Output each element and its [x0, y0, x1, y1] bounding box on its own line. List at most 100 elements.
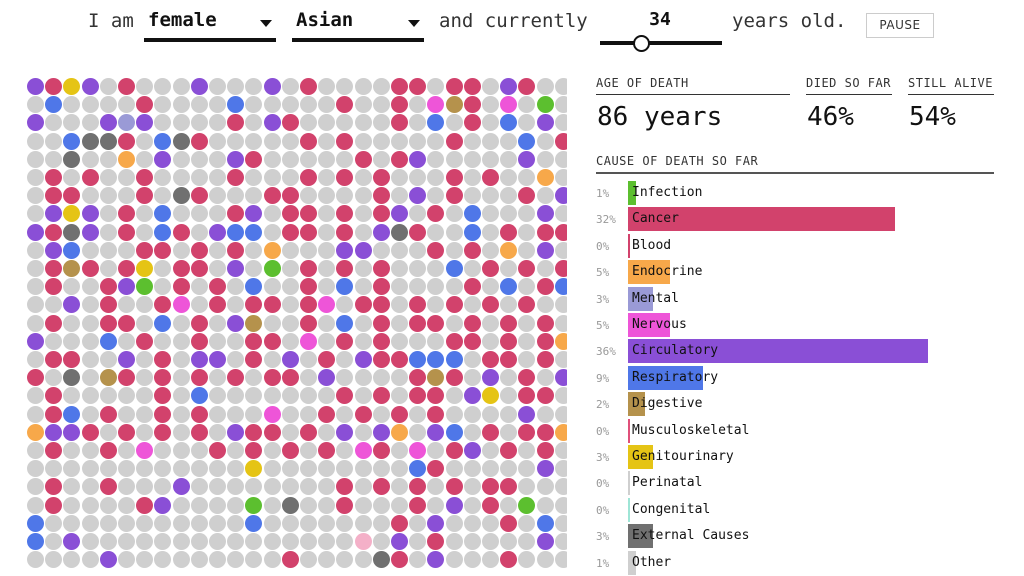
person-dot: [154, 442, 172, 459]
person-dot: [118, 387, 135, 405]
person-dot: [318, 223, 336, 241]
bar-category-label: Other: [632, 554, 672, 570]
person-dot: [263, 96, 281, 114]
person-dot: [118, 223, 135, 241]
person-dot: [45, 442, 63, 459]
person-dot: [445, 332, 463, 350]
person-dot: [482, 405, 499, 423]
bar-value-label: 9%: [596, 371, 610, 385]
person-dot: [500, 369, 518, 387]
person-dot: [500, 260, 518, 277]
person-dot: [354, 96, 372, 114]
age-slider-handle[interactable]: [633, 35, 650, 52]
person-dot: [336, 332, 354, 350]
person-dot: [154, 332, 172, 350]
person-dot: [500, 423, 518, 441]
person-dot: [482, 332, 499, 350]
sex-select[interactable]: female: [144, 6, 276, 42]
person-dot: [263, 78, 281, 95]
person-dot: [354, 496, 372, 514]
person-dot: [554, 332, 567, 350]
person-dot: [136, 187, 154, 205]
person-dot: [536, 387, 554, 405]
person-dot: [190, 114, 208, 132]
person-dot: [245, 405, 263, 423]
person-dot: [354, 387, 372, 405]
person-dot: [27, 223, 44, 241]
person-dot: [372, 150, 390, 168]
person-dot: [245, 96, 263, 114]
person-dot: [463, 169, 481, 186]
person-dot: [172, 514, 190, 532]
person-dot: [536, 223, 554, 241]
race-select[interactable]: Asian: [292, 6, 424, 42]
person-dot: [336, 241, 354, 259]
person-dot: [136, 442, 154, 459]
person-dot: [336, 205, 354, 223]
bar-category-label: Respiratory: [632, 369, 719, 385]
person-dot: [172, 314, 190, 332]
person-dot: [409, 423, 427, 441]
bar-category-label: Infection: [632, 185, 703, 200]
age-of-death-label: AGE OF DEATH: [596, 76, 790, 95]
person-dot: [81, 241, 99, 259]
person-dot: [27, 496, 44, 514]
bar: [628, 524, 653, 549]
person-dot: [263, 423, 281, 441]
person-dot: [245, 442, 263, 459]
person-dot: [536, 241, 554, 259]
person-dot: [281, 187, 299, 205]
person-dot: [354, 533, 372, 550]
person-dot: [81, 205, 99, 223]
person-dot: [318, 460, 336, 478]
bar-value-label: 2%: [596, 398, 610, 412]
person-dot: [63, 223, 81, 241]
person-dot: [45, 332, 63, 350]
person-dot: [391, 96, 408, 114]
person-dot: [354, 405, 372, 423]
person-dot: [209, 169, 226, 186]
person-dot: [245, 423, 263, 441]
person-dot: [281, 278, 299, 296]
age-slider-track[interactable]: [600, 41, 722, 45]
person-dot: [409, 405, 427, 423]
person-dot: [281, 132, 299, 150]
person-dot: [63, 442, 81, 459]
person-dot: [99, 332, 117, 350]
person-dot: [482, 496, 499, 514]
person-dot: [81, 278, 99, 296]
person-dot: [518, 533, 536, 550]
person-dot: [391, 223, 408, 241]
and-currently-text: and currently: [439, 10, 588, 32]
person-dot: [318, 351, 336, 368]
person-dot: [354, 351, 372, 368]
person-dot: [536, 332, 554, 350]
person-dot: [354, 260, 372, 277]
person-dot: [554, 387, 567, 405]
person-dot: [227, 241, 245, 259]
bar-category-label: Congenital: [632, 501, 711, 517]
person-dot: [209, 442, 226, 459]
person-dot: [409, 78, 427, 95]
person-dot: [281, 442, 299, 459]
person-dot: [154, 78, 172, 95]
person-dot: [427, 551, 445, 569]
person-dot: [136, 332, 154, 350]
person-dot: [99, 514, 117, 532]
person-dot: [536, 278, 554, 296]
person-dot: [245, 460, 263, 478]
person-dot: [300, 260, 317, 277]
person-dot: [482, 387, 499, 405]
person-dot: [482, 551, 499, 569]
person-dot: [336, 296, 354, 314]
person-dot: [63, 514, 81, 532]
person-dot: [554, 478, 567, 496]
person-dot: [554, 187, 567, 205]
person-dot: [445, 114, 463, 132]
person-dot: [445, 478, 463, 496]
person-dot: [536, 169, 554, 186]
pause-button[interactable]: PAUSE: [866, 13, 934, 38]
person-dot: [27, 150, 44, 168]
person-dot: [536, 514, 554, 532]
person-dot: [154, 478, 172, 496]
